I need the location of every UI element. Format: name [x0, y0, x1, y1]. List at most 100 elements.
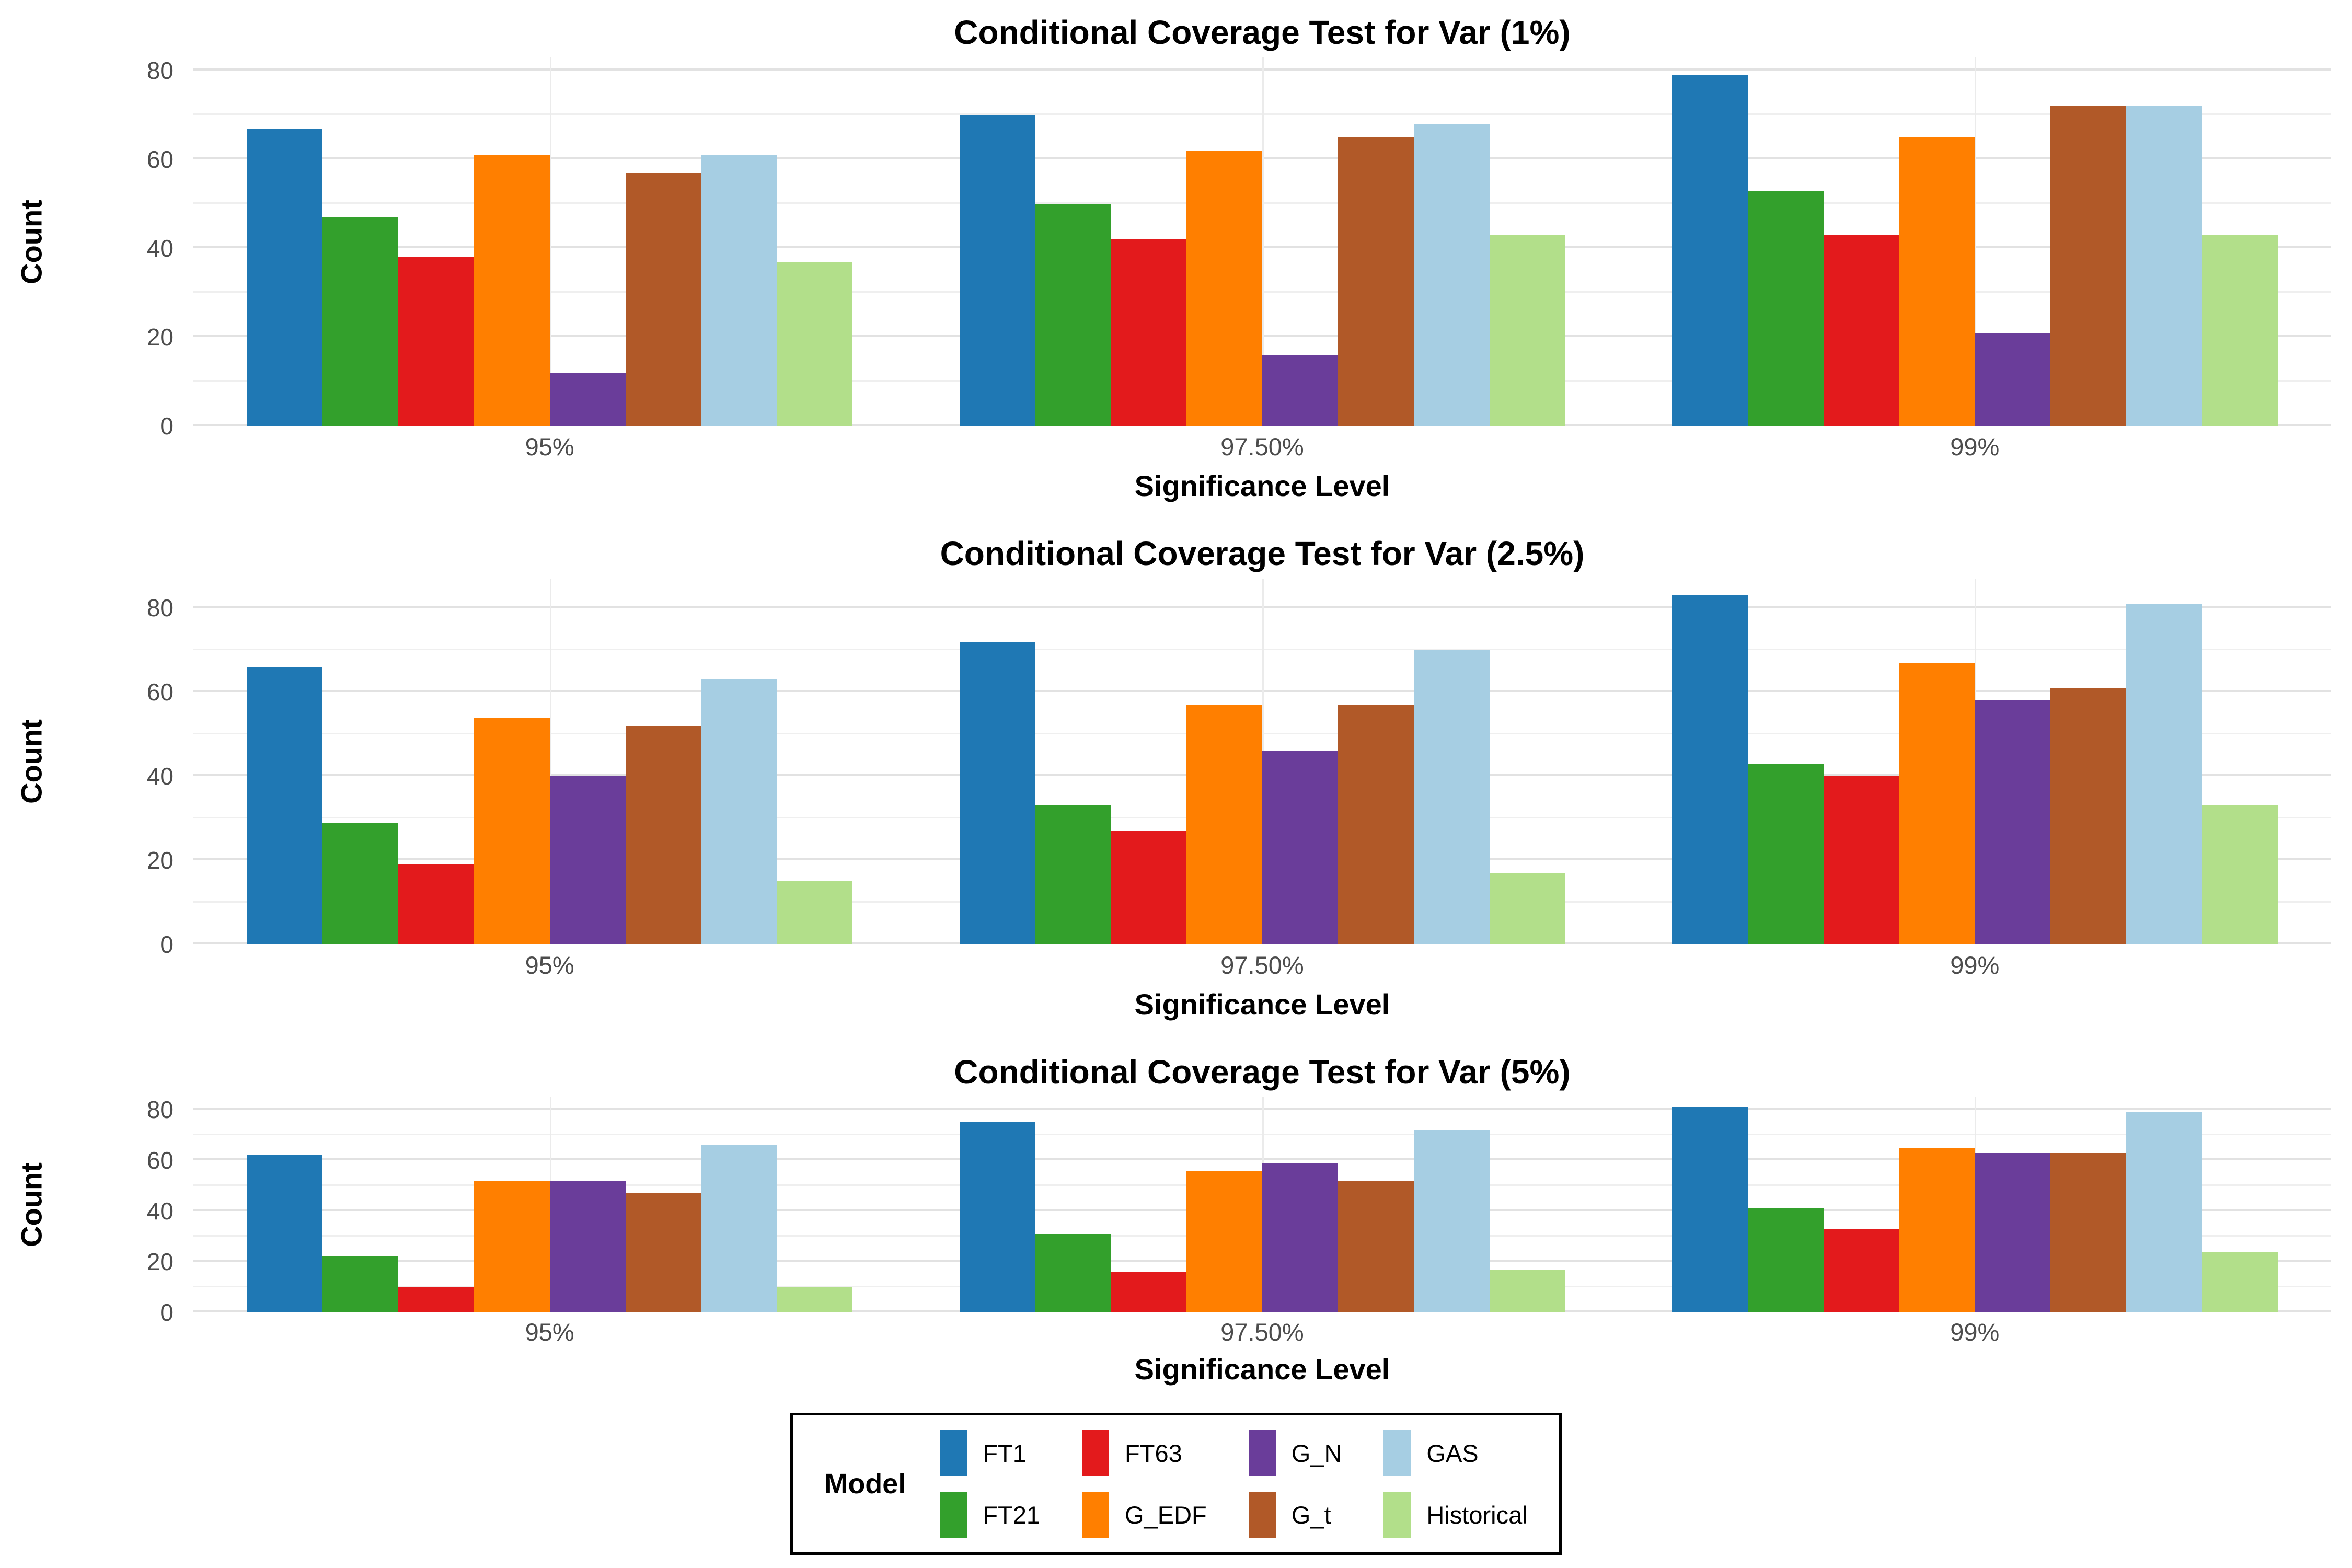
legend-item-FT63: FT63 [1082, 1430, 1207, 1476]
legend-label: Historical [1426, 1501, 1528, 1529]
bar-G_N [1975, 700, 2051, 944]
x-tick-labels: 95% 97.50% 99% [193, 944, 2331, 985]
bar-FT63 [1111, 831, 1187, 944]
y-axis-title: Count [15, 719, 48, 804]
legend-box: Model FT1 FT63 G_N GAS FT21 G_EDF G_t Historical [790, 1413, 1562, 1555]
bar-Historical [2201, 805, 2278, 944]
y-tick-label: 0 [160, 1299, 174, 1326]
bar-FT21 [322, 217, 398, 426]
bar-FT21 [1747, 1208, 1824, 1312]
bar-Historical [1489, 1269, 1565, 1312]
group-cells [193, 57, 2331, 426]
bar-FT21 [1747, 764, 1824, 944]
bar-FT1 [959, 1122, 1035, 1312]
y-tick-label: 20 [146, 847, 174, 874]
bar-G_EDF [1186, 151, 1262, 426]
bar-G_t [1338, 1180, 1414, 1312]
bar-G_N [549, 1180, 626, 1312]
bar-FT21 [322, 1256, 398, 1312]
bar-G_N [549, 373, 626, 426]
bar-FT63 [398, 864, 474, 944]
legend-swatch-FT21 [940, 1492, 967, 1538]
y-axis: Count 0 20 40 60 80 [0, 57, 193, 440]
legend: Model FT1 FT63 G_N GAS FT21 G_EDF G_t Historical [0, 1413, 2352, 1555]
bars-99% [1671, 1097, 2278, 1312]
panel-1: Conditional Coverage Test for Var (1%) Co… [0, 0, 2352, 513]
bar-FT1 [1671, 75, 1748, 426]
bar-GAS [701, 679, 777, 944]
y-tick-label: 0 [160, 931, 174, 958]
y-tick-label: 40 [146, 1197, 174, 1225]
group-97.50% [906, 579, 1618, 944]
legend-label: G_t [1291, 1501, 1331, 1529]
y-tick-label: 40 [146, 763, 174, 790]
legend-label: FT21 [983, 1501, 1041, 1529]
bar-G_EDF [1899, 662, 1975, 944]
legend-label: FT1 [983, 1439, 1027, 1467]
plot-area [193, 57, 2331, 426]
x-tick-label: 95% [525, 432, 574, 460]
group-97.50% [906, 1097, 1618, 1312]
bar-G_N [1262, 1163, 1338, 1312]
x-axis-title: Significance Level [1134, 988, 1390, 1021]
bar-FT1 [1671, 595, 1748, 944]
v-gridline [549, 579, 551, 944]
bars-95% [247, 579, 853, 944]
bar-G_t [625, 725, 701, 944]
bars-97.50% [959, 57, 1565, 426]
legend-item-Historical: Historical [1383, 1492, 1528, 1538]
legend-label: FT63 [1125, 1439, 1182, 1467]
bar-FT1 [247, 1155, 323, 1312]
bar-G_t [1338, 137, 1414, 426]
legend-swatch-FT1 [940, 1430, 967, 1476]
x-tick-label: 99% [1950, 1318, 2000, 1346]
bars-97.50% [959, 579, 1565, 944]
y-tick-label: 80 [146, 57, 174, 85]
bar-G_t [2050, 688, 2127, 944]
x-tick-label: 97.50% [1220, 432, 1304, 460]
x-tick-label: 97.50% [1220, 1318, 1304, 1346]
y-tick-label: 60 [146, 146, 174, 174]
bar-Historical [2201, 1251, 2278, 1312]
bar-G_t [1338, 705, 1414, 944]
bar-GAS [2126, 604, 2202, 944]
bar-Historical [1489, 235, 1565, 426]
group-99% [1619, 57, 2331, 426]
x-tick-label: 99% [1950, 951, 2000, 979]
y-tick-label: 60 [146, 1147, 174, 1174]
group-99% [1619, 1097, 2331, 1312]
bar-Historical [1489, 873, 1565, 944]
bar-G_EDF [474, 1180, 550, 1312]
x-tick-label: 95% [525, 951, 574, 979]
bar-Historical [2201, 235, 2278, 426]
y-tick-label: 60 [146, 678, 174, 706]
bar-GAS [2126, 106, 2202, 426]
bar-FT21 [1035, 1233, 1111, 1312]
bars-95% [247, 1097, 853, 1312]
bar-G_EDF [474, 155, 550, 426]
bar-FT21 [1035, 204, 1111, 426]
legend-swatch-G_EDF [1082, 1492, 1110, 1538]
plot-row: Count 0 20 40 60 80 [15, 579, 2331, 958]
x-axis-title: Significance Level [1134, 1353, 1390, 1386]
bar-FT1 [247, 128, 323, 426]
bar-G_N [549, 776, 626, 944]
bar-G_EDF [474, 717, 550, 944]
y-tick-label: 20 [146, 1248, 174, 1276]
plot-row: Count 0 20 40 60 80 [15, 1096, 2331, 1326]
bar-FT63 [1823, 1229, 1899, 1312]
bar-GAS [701, 1145, 777, 1312]
bar-GAS [2126, 1112, 2202, 1312]
bars-97.50% [959, 1097, 1565, 1312]
bar-Historical [777, 261, 853, 426]
legend-item-FT21: FT21 [940, 1492, 1040, 1538]
legend-item-FT1: FT1 [940, 1430, 1040, 1476]
group-95% [193, 57, 906, 426]
group-97.50% [906, 57, 1618, 426]
bar-GAS [701, 155, 777, 426]
bar-G_EDF [1899, 137, 1975, 426]
x-axis-title: Significance Level [1134, 469, 1390, 502]
bars-99% [1671, 579, 2278, 944]
bars-95% [247, 57, 853, 426]
panel-title: Conditional Coverage Test for Var (2.5%) [940, 535, 1585, 572]
